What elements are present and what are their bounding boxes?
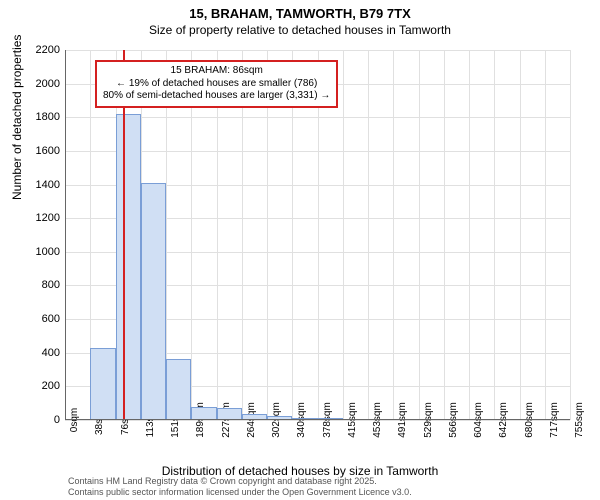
gridline-v <box>368 50 369 420</box>
x-tick-label: 491sqm <box>393 402 408 438</box>
y-tick-label: 1400 <box>36 179 65 191</box>
y-tick-label: 0 <box>54 414 65 426</box>
gridline-v <box>393 50 394 420</box>
histogram-bar <box>191 407 216 420</box>
y-tick-label: 1600 <box>36 145 65 157</box>
gridline-v <box>469 50 470 420</box>
x-tick-label: 755sqm <box>570 402 585 438</box>
histogram-bar <box>141 183 166 420</box>
annotation-line1: 15 BRAHAM: 86sqm <box>103 65 330 78</box>
attribution-line1: Contains HM Land Registry data © Crown c… <box>68 476 412 487</box>
annotation-callout: 15 BRAHAM: 86sqm ← 19% of detached house… <box>95 60 338 108</box>
x-tick-label: 717sqm <box>545 402 560 438</box>
annotation-line3: 80% of semi-detached houses are larger (… <box>103 90 330 103</box>
histogram-bar <box>166 359 191 420</box>
y-tick-label: 800 <box>42 279 65 291</box>
y-tick-label: 600 <box>42 313 65 325</box>
chart-plot-area: 0200400600800100012001400160018002000220… <box>65 50 570 420</box>
attribution-line2: Contains public sector information licen… <box>68 487 412 498</box>
gridline-v <box>419 50 420 420</box>
y-axis <box>65 50 66 420</box>
x-tick-label: 378sqm <box>318 402 333 438</box>
x-axis <box>65 419 570 420</box>
y-tick-label: 2000 <box>36 78 65 90</box>
gridline-v <box>570 50 571 420</box>
y-axis-label: Number of detached properties <box>10 35 24 200</box>
histogram-bar <box>90 348 115 420</box>
gridline-v <box>444 50 445 420</box>
page-subtitle: Size of property relative to detached ho… <box>0 21 600 37</box>
y-tick-label: 400 <box>42 347 65 359</box>
y-tick-label: 200 <box>42 380 65 392</box>
x-tick-label: 302sqm <box>267 402 282 438</box>
x-tick-label: 566sqm <box>444 402 459 438</box>
y-tick-label: 1800 <box>36 111 65 123</box>
page-title: 15, BRAHAM, TAMWORTH, B79 7TX <box>0 0 600 21</box>
x-tick-label: 680sqm <box>520 402 535 438</box>
attribution-text: Contains HM Land Registry data © Crown c… <box>68 476 412 498</box>
y-tick-label: 2200 <box>36 44 65 56</box>
y-tick-label: 1200 <box>36 212 65 224</box>
gridline-v <box>494 50 495 420</box>
x-tick-label: 415sqm <box>343 402 358 438</box>
gridline-v <box>520 50 521 420</box>
x-tick-label: 453sqm <box>368 402 383 438</box>
x-tick-label: 0sqm <box>65 408 80 432</box>
gridline-v <box>545 50 546 420</box>
x-tick-label: 264sqm <box>242 402 257 438</box>
x-tick-label: 642sqm <box>494 402 509 438</box>
x-tick-label: 604sqm <box>469 402 484 438</box>
gridline-v <box>343 50 344 420</box>
x-tick-label: 529sqm <box>419 402 434 438</box>
y-tick-label: 1000 <box>36 246 65 258</box>
annotation-line2: ← 19% of detached houses are smaller (78… <box>103 78 330 91</box>
histogram-bar <box>116 114 141 420</box>
x-tick-label: 340sqm <box>292 402 307 438</box>
